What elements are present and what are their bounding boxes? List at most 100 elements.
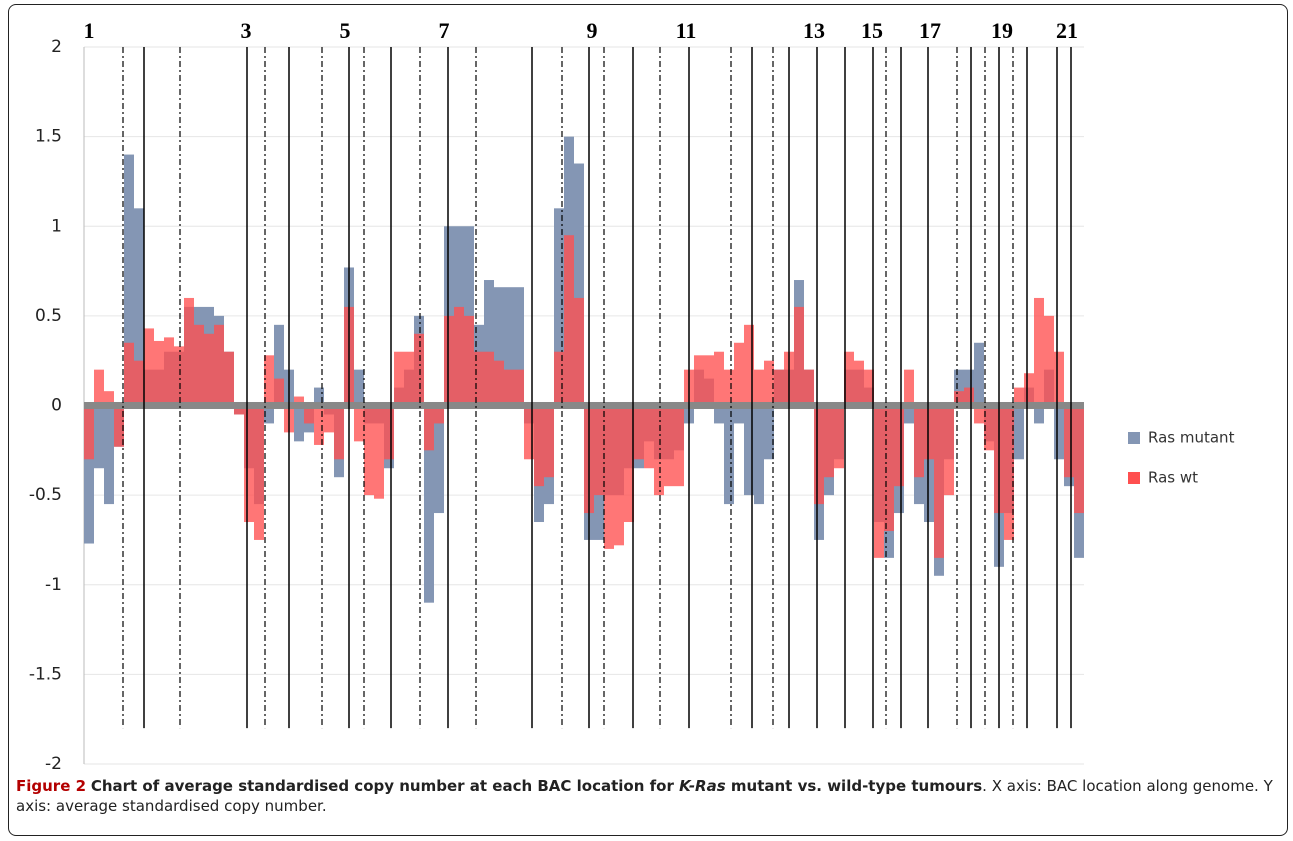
bar	[364, 405, 374, 496]
y-tick-label: 1	[51, 216, 62, 236]
bar	[724, 369, 734, 406]
bar	[154, 340, 164, 406]
bar	[954, 369, 964, 406]
bar	[224, 351, 234, 406]
bar	[984, 405, 994, 451]
bar	[404, 351, 414, 406]
bar	[1034, 405, 1044, 424]
bar	[534, 405, 544, 487]
legend-swatch	[1128, 432, 1140, 444]
bar	[754, 369, 764, 406]
bar	[504, 287, 514, 406]
y-tick-label: 0	[51, 396, 62, 416]
bar	[384, 405, 394, 460]
bar	[314, 387, 324, 406]
bar	[964, 387, 974, 406]
bar	[124, 154, 134, 406]
bar	[574, 297, 584, 406]
bar	[744, 405, 754, 496]
chromosome-label: 17	[919, 18, 941, 43]
bar	[124, 342, 134, 406]
bar	[104, 405, 114, 505]
bar	[244, 405, 254, 523]
bar	[944, 405, 954, 496]
bar	[564, 235, 574, 406]
bar	[304, 405, 314, 424]
caption-title: Chart of average standardised copy numbe…	[91, 777, 982, 795]
chromosome-label: 19	[991, 18, 1013, 43]
bar	[414, 333, 424, 406]
bar	[794, 306, 804, 406]
bar	[464, 315, 474, 406]
bar	[974, 342, 984, 406]
bar	[1014, 405, 1024, 460]
bar	[164, 337, 174, 406]
caption: Figure 2 Chart of average standardised c…	[16, 776, 1278, 816]
bar	[694, 355, 704, 406]
bar	[874, 405, 884, 558]
bar	[1034, 297, 1044, 406]
bar	[674, 405, 684, 487]
bar	[1074, 405, 1084, 514]
bar	[234, 405, 244, 415]
caption-text: . X axis: BAC location along genome. Y a…	[16, 777, 1273, 815]
bar	[904, 369, 914, 406]
bar	[434, 405, 444, 424]
bar	[1024, 373, 1034, 406]
bar	[494, 360, 504, 406]
legend-label: Ras mutant	[1148, 429, 1235, 447]
bar	[764, 360, 774, 406]
bar	[814, 405, 824, 505]
bar	[294, 405, 304, 442]
y-tick-label: -1	[45, 575, 62, 595]
bar	[974, 405, 984, 424]
bar	[624, 405, 634, 523]
bar	[264, 355, 274, 406]
caption-title-start: Chart of average standardised copy numbe…	[90, 777, 680, 795]
bar	[454, 306, 464, 406]
bar	[1064, 405, 1074, 478]
chromosome-label: 7	[439, 18, 450, 43]
bar	[1014, 387, 1024, 406]
bar	[514, 369, 524, 406]
bar	[184, 297, 194, 406]
y-tick-label: -2	[45, 754, 62, 770]
y-tick-label: 0.5	[35, 306, 62, 326]
bar	[214, 324, 224, 406]
bar	[844, 351, 854, 406]
bar	[554, 351, 564, 406]
bar	[754, 405, 764, 505]
bar	[884, 405, 894, 531]
bar	[824, 405, 834, 478]
bar	[94, 405, 104, 469]
bar	[594, 405, 604, 496]
bar	[864, 369, 874, 406]
bar	[484, 280, 494, 406]
bar	[324, 405, 334, 433]
bar	[714, 405, 724, 424]
bar	[1004, 405, 1014, 540]
chromosome-label: 15	[861, 18, 883, 43]
bar	[134, 208, 144, 406]
bar	[114, 405, 124, 447]
bar	[614, 405, 624, 546]
bar	[924, 405, 934, 460]
bar	[894, 405, 904, 487]
bar	[94, 369, 104, 406]
bar	[354, 405, 364, 442]
bar	[774, 369, 784, 406]
bar	[924, 405, 934, 523]
bar	[264, 405, 274, 424]
bar	[474, 351, 484, 406]
bar	[424, 405, 434, 451]
bar	[194, 324, 204, 406]
bar	[744, 324, 754, 406]
chromosome-label: 13	[803, 18, 825, 43]
bar	[834, 405, 844, 469]
chromosome-label: 21	[1056, 18, 1078, 43]
y-tick-label: 1.5	[35, 127, 62, 147]
bar	[444, 315, 454, 406]
bar	[104, 391, 114, 406]
bar	[724, 405, 734, 505]
